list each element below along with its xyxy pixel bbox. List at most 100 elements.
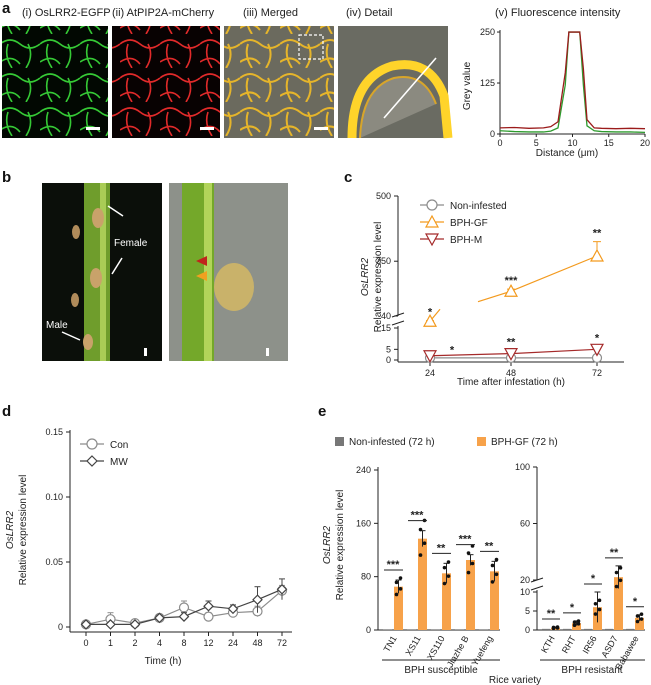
- d-xtick-label: 1: [108, 638, 113, 648]
- e-bar-bph-gf: [572, 623, 581, 630]
- d-xtick-label: 4: [157, 638, 162, 648]
- e-bar-bph-gf: [635, 617, 644, 630]
- planthopper-male: [83, 334, 93, 350]
- intensity-xtick-label: 20: [640, 138, 650, 148]
- c-point-bph-gf: [589, 248, 605, 262]
- e-ylabel-main: Relative expression level: [335, 490, 346, 601]
- micrograph-mcherry: [112, 26, 220, 138]
- arrow-female: [107, 205, 124, 217]
- panel-letter-e: e: [318, 403, 326, 420]
- d-xtick-label: 8: [181, 638, 186, 648]
- e-sig-left: **: [485, 540, 494, 552]
- e-sig-left: **: [437, 542, 446, 554]
- e-bar-bph-gf: [614, 577, 623, 630]
- intensity-xlabel: Distance (μm): [536, 148, 598, 159]
- e-bar-bph-gf: [466, 560, 475, 630]
- profile-line: [383, 57, 437, 119]
- panel-letter-b: b: [2, 169, 11, 186]
- cell-interior: [359, 76, 437, 139]
- c-sig-bph-m: **: [507, 337, 516, 349]
- planthopper: [72, 225, 80, 239]
- e-legend-bph-gf: BPH-GF (72 h): [491, 437, 558, 448]
- panel-e: e Non-infested (72 h) BPH-GF (72 h) OsLR…: [318, 403, 645, 685]
- e-replicate-dot: [576, 619, 581, 623]
- c-xlabel: Time after infestation (h): [457, 377, 565, 388]
- intensity-title: (v) Fluorescence intensity: [495, 7, 621, 19]
- e-replicate-dot: [446, 574, 451, 578]
- e-sig-right: *: [570, 602, 575, 614]
- e-replicate-dot: [572, 620, 577, 624]
- legend-marker-diamond: [86, 455, 98, 467]
- intensity-plot: (v) Fluorescence intensity Grey value Di…: [462, 7, 650, 159]
- c-sig-bph-gf: ***: [505, 275, 519, 287]
- d-ylabel-main: Relative expression level: [18, 475, 29, 586]
- panel-letter-a: a: [2, 0, 11, 17]
- c-xtick-label: 24: [425, 368, 435, 378]
- d-xtick-label: 0: [83, 638, 88, 648]
- e-bar-noninfested: [431, 629, 440, 630]
- e-replicate-dot: [466, 570, 471, 575]
- e-replicate-dot: [618, 578, 623, 583]
- e-replicate-dot: [572, 623, 577, 628]
- e-sig-left: ***: [387, 559, 401, 571]
- c-line-segment: [510, 255, 598, 292]
- e-replicate-dot: [466, 551, 471, 555]
- d-point-mw: [129, 619, 141, 630]
- scale-bar: [200, 127, 214, 130]
- d-ytick-label: 0.15: [45, 427, 63, 437]
- e-variety-label: IR56: [581, 634, 599, 655]
- c-line-segment: [477, 290, 512, 303]
- d-point-mw: [203, 600, 214, 612]
- e-group-resistant: BPH resistant: [561, 665, 622, 676]
- d-xtick-label: 12: [203, 638, 213, 648]
- intensity-ytick-label: 125: [480, 78, 495, 88]
- planthopper-closeup: [214, 263, 254, 311]
- e-replicate-dot: [639, 612, 644, 616]
- c-point-bph-gf: [503, 283, 519, 297]
- e-legend-swatch-bph-gf: [477, 437, 486, 446]
- d-xtick-label: 48: [252, 638, 262, 648]
- e-sig-right: *: [591, 573, 596, 585]
- e-ylabel-gene: OsLRR2: [322, 525, 333, 564]
- e-variety-label: Yuefeng: [470, 634, 495, 668]
- stem-highlight: [204, 183, 212, 361]
- d-point-mw: [80, 619, 92, 630]
- e-replicate-dot: [494, 557, 499, 562]
- e-bar-noninfested: [383, 629, 392, 630]
- e-sig-right: *: [633, 596, 638, 608]
- e-replicate-dot: [394, 592, 399, 597]
- e-sig-right: **: [610, 547, 619, 559]
- d-legend-con: Con: [110, 440, 128, 451]
- e-replicate-dot: [470, 561, 475, 566]
- intensity-xtick-label: 10: [567, 138, 577, 148]
- e-right-ytick-label: 5: [525, 606, 530, 616]
- intensity-xtick-label: 15: [604, 138, 614, 148]
- e-replicate-dot: [490, 563, 495, 568]
- e-sig-right: **: [547, 608, 556, 620]
- d-point-mw: [178, 611, 190, 622]
- d-point-con: [203, 611, 214, 622]
- scale-bar: [144, 348, 147, 356]
- panel-c: c OsLRR2 Relative expression level Time …: [344, 169, 624, 388]
- e-replicate-dot: [614, 584, 619, 589]
- label-egfp: (i) OsLRR2-EGFP: [22, 7, 111, 19]
- c-sig-bph-gf: **: [593, 228, 602, 240]
- e-left-ytick-label: 160: [356, 518, 371, 528]
- intensity-ytick-label: 0: [490, 129, 495, 139]
- d-ytick-label: 0.10: [45, 492, 63, 502]
- e-bar-noninfested: [542, 628, 550, 630]
- e-group-susceptible: BPH susceptible: [404, 665, 478, 676]
- scale-bar: [86, 127, 100, 130]
- c-sig-bph-m: *: [450, 345, 455, 357]
- e-replicate-dot: [555, 625, 560, 629]
- e-replicate-dot: [593, 601, 598, 606]
- c-ylabel-main: Relative expression level: [373, 222, 384, 333]
- e-replicate-dot: [398, 587, 403, 591]
- legend-marker-triangle-up: [424, 214, 440, 228]
- c-legend-noninfested: Non-infested: [450, 201, 507, 212]
- scale-bar: [314, 127, 328, 130]
- micrograph-merged: [224, 26, 334, 138]
- c-legend: Non-infested BPH-GF BPH-M: [420, 199, 507, 247]
- e-replicate-dot: [618, 566, 623, 570]
